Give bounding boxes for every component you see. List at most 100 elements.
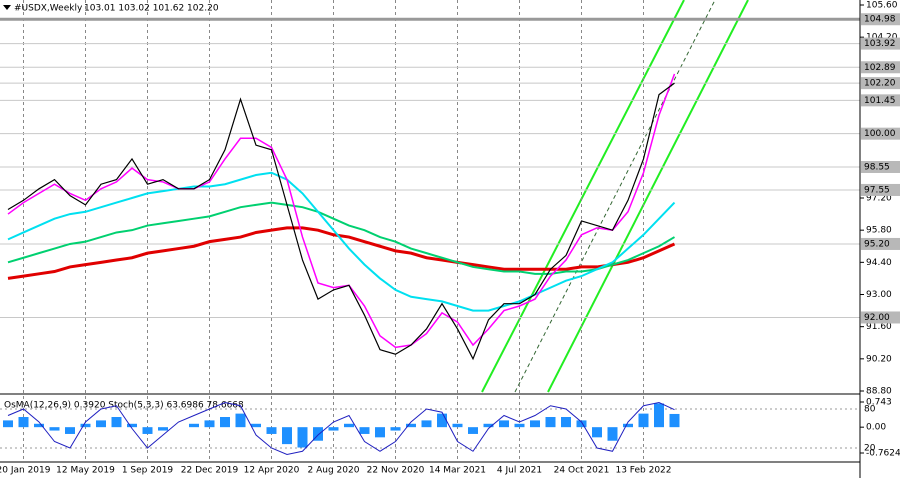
osma-bar [18, 417, 29, 428]
osma-bar [669, 413, 680, 428]
level-box [861, 160, 900, 173]
x-tick-label: 2 Aug 2020 [308, 466, 360, 476]
x-tick-label: 4 Jul 2021 [497, 466, 542, 476]
channel-line [481, 0, 685, 393]
series-line [7, 401, 675, 456]
x-tick-label: 20 Jan 2019 [0, 466, 51, 476]
level-box [861, 237, 900, 250]
level-box [861, 61, 900, 74]
level-box [861, 183, 900, 196]
osma-bar [514, 423, 525, 428]
level-label: 101.45 [864, 96, 896, 106]
menu-icon [3, 5, 11, 10]
level-label: 95.20 [864, 239, 890, 249]
x-tick-label: 22 Dec 2019 [181, 466, 239, 476]
osma-bar [607, 427, 618, 441]
series-line [7, 171, 676, 312]
x-tick-label: 1 Sep 2019 [122, 466, 174, 476]
osma-bar [545, 417, 556, 428]
osma-bar [142, 427, 153, 434]
x-tick-label: 12 May 2019 [56, 466, 115, 476]
x-tick-label: 22 Nov 2020 [367, 466, 425, 476]
series-line [7, 201, 676, 275]
osma-bar [359, 427, 370, 434]
y-tick-label: 95.80 [866, 226, 892, 236]
osma-bar [111, 417, 122, 428]
y-tick-label: 94.40 [866, 258, 892, 268]
osma-bar [313, 427, 323, 441]
chart-title: #USDX,Weekly [14, 4, 83, 14]
osma-bar [204, 420, 215, 428]
osma-bar [158, 427, 168, 431]
osma-bar [561, 417, 571, 428]
y2-tick-label: 20 [864, 444, 876, 454]
osma-bar [282, 427, 292, 445]
osma-bar [235, 413, 246, 428]
level-label: 100.00 [864, 129, 896, 139]
osma-bar [266, 427, 277, 434]
level-label: 97.55 [864, 185, 890, 195]
level-box [861, 37, 900, 50]
level-box [861, 94, 900, 107]
osma-bar [654, 403, 664, 428]
series-line [7, 226, 676, 280]
osma-bar [623, 423, 633, 428]
osma-bar [328, 427, 339, 431]
osma-bar [297, 427, 308, 448]
osma-bar [34, 423, 44, 428]
osma-bar [127, 423, 137, 428]
y-tick-label: 93.00 [866, 290, 892, 300]
osma-bar [344, 423, 354, 428]
osma-bar [406, 423, 416, 428]
osma-bar [251, 423, 261, 428]
osma-bar [220, 417, 230, 428]
osma-bar [638, 413, 649, 428]
y-tick-label: 0.743 [866, 398, 892, 408]
osma-bar [80, 423, 91, 428]
level-label: 98.55 [864, 162, 890, 172]
y-tick-label: 88.80 [866, 387, 892, 397]
osma-bar [96, 420, 106, 428]
osma-bar [468, 427, 478, 434]
ohlc: 103.01 103.02 101.62 102.20 [84, 4, 219, 14]
y-tick-label: 0.00 [866, 423, 886, 433]
y-tick-label: 105.60 [866, 1, 898, 11]
level-label: 92.00 [864, 313, 890, 323]
y-tick-label: 97.20 [866, 194, 892, 204]
osma-bar [576, 420, 587, 428]
osma-bar [499, 420, 509, 428]
y2-tick-label: 80 [864, 405, 876, 415]
osma-bar [592, 427, 602, 438]
level-label: 102.89 [864, 63, 896, 73]
y-tick-label: -0.7624 [866, 449, 900, 459]
y-tick-label: 90.20 [866, 354, 892, 364]
x-tick-label: 24 Oct 2021 [554, 466, 610, 476]
osma-bar [65, 427, 75, 434]
osma-bar [390, 427, 401, 431]
x-tick-label: 14 Mar 2021 [429, 466, 486, 476]
level-label: 103.92 [864, 39, 896, 49]
osma-bar [49, 427, 60, 431]
y-tick-label: 91.60 [866, 322, 892, 332]
osma-bar [421, 420, 432, 428]
x-tick-label: 13 Feb 2022 [615, 466, 671, 476]
osma-bar [375, 427, 385, 438]
osma-bar [530, 420, 540, 428]
osma-bar [452, 423, 463, 428]
indicator-title: OsMA(12,26,9) 0.3920 Stoch(5,3,3) 63.698… [4, 401, 244, 411]
level-box [861, 127, 900, 140]
osma-bar [189, 423, 199, 428]
osma-bar [3, 420, 13, 428]
series-line [7, 82, 675, 361]
level-label: 104.98 [864, 15, 896, 25]
x-tick-label: 12 Apr 2020 [244, 466, 300, 476]
level-label: 102.20 [864, 79, 896, 89]
osma-bar [483, 423, 494, 428]
osma-bar [437, 413, 447, 428]
level-box [861, 77, 900, 90]
level-box [861, 311, 900, 324]
series-line [7, 73, 676, 349]
level-box [861, 13, 900, 26]
